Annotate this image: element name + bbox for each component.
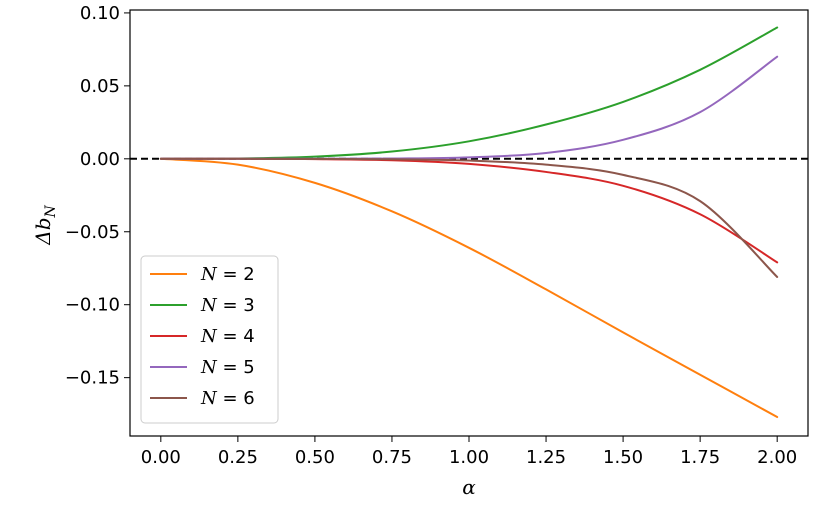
y-axis-label-subscript: N [43,204,59,218]
y-axis-label: ΔbN [31,204,59,245]
series-line-n6 [159,157,779,278]
x-tick-label: 2.00 [757,447,797,468]
x-tick-label: 1.75 [680,447,720,468]
y-tick-label: 0.05 [80,76,120,97]
series-line-n5 [159,55,779,160]
legend-label-n4: N = 4 [200,326,255,347]
plot-area [130,26,808,419]
x-axis-label: α [462,475,476,499]
x-tick-label: 0.50 [295,447,335,468]
legend: N = 2 N = 3 N = 4 N = 5 N = 6 [140,255,279,424]
axis-ticks: 0.00 0.25 0.50 0.75 1.00 1.25 1.50 1.75 2.00 0.10… [65,3,797,468]
y-tick-label: 0.10 [80,3,120,24]
y-tick-label: −0.10 [65,295,120,316]
x-tick-label: 1.25 [526,447,566,468]
legend-label-n6: N = 6 [200,388,255,409]
y-tick-label: 0.00 [80,149,120,170]
series-line-n2 [159,157,779,419]
legend-box [140,255,279,424]
legend-label-n2: N = 2 [200,264,255,285]
x-tick-label: 1.00 [449,447,489,468]
legend-label-n3: N = 3 [200,295,255,316]
y-tick-label: −0.05 [65,222,120,243]
x-tick-label: 0.75 [372,447,412,468]
legend-label-n5: N = 5 [200,357,255,378]
series-line-n3 [159,26,779,160]
x-tick-label: 0.25 [218,447,258,468]
x-tick-label: 1.50 [603,447,643,468]
x-tick-label: 0.00 [141,447,181,468]
y-tick-label: −0.15 [65,368,120,389]
